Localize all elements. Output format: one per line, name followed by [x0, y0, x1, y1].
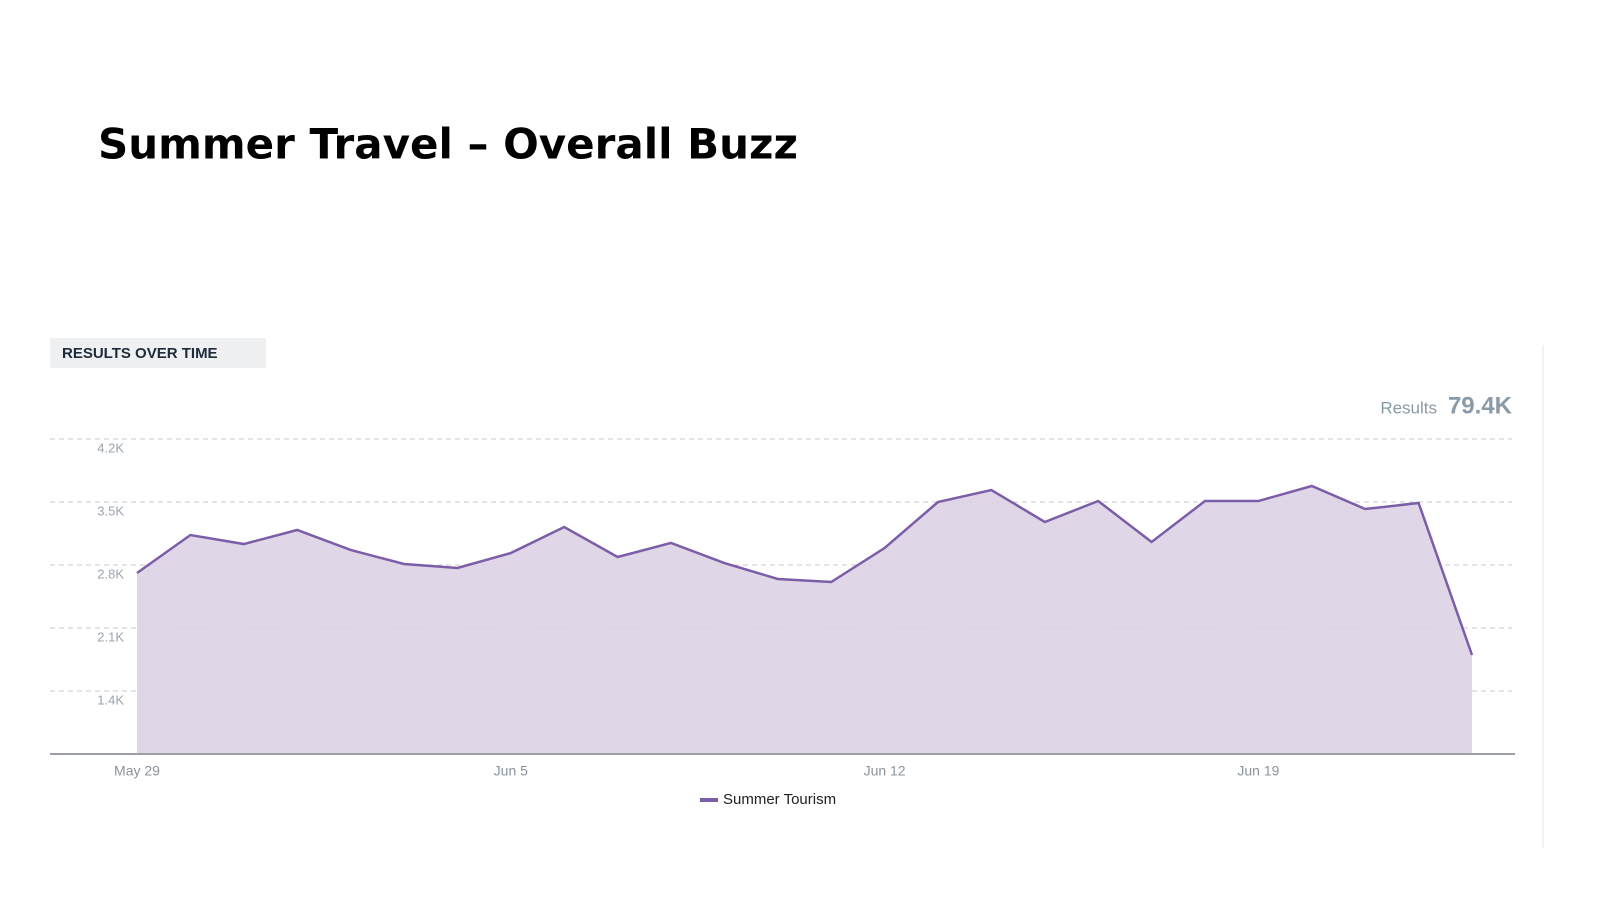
summary-label: Results [1380, 398, 1437, 417]
slide-title: Summer Travel – Overall Buzz [98, 120, 798, 169]
y-tick-label: 1.4K [97, 692, 124, 707]
panel-label: RESULTS OVER TIME [62, 345, 218, 362]
x-tick-label: Jun 12 [864, 763, 906, 779]
x-tick-label: Jun 19 [1237, 763, 1279, 779]
y-tick-label: 2.8K [97, 566, 124, 581]
series-line [136, 484, 1474, 656]
y-tick-label: 4.2K [97, 440, 124, 455]
summary-value: 79.4K [1448, 392, 1513, 419]
x-tick-label: Jun 5 [494, 763, 528, 779]
x-tick-label: May 29 [114, 763, 160, 779]
panel-tab [50, 338, 266, 368]
y-tick-label: 2.1K [97, 629, 124, 644]
legend-label: Summer Tourism [723, 791, 836, 808]
y-tick-label: 3.5K [97, 503, 124, 518]
area-fill [137, 485, 1472, 754]
